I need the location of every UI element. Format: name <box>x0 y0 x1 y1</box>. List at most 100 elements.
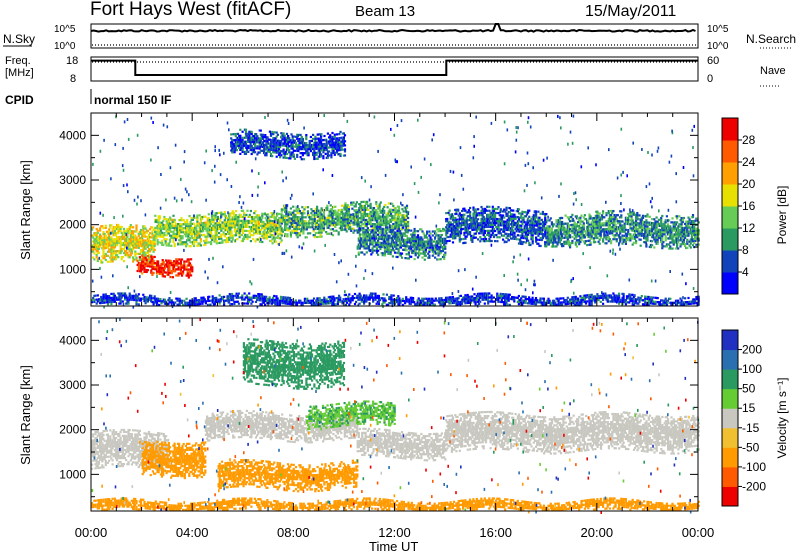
data-cell <box>153 240 156 243</box>
data-cell <box>548 235 551 238</box>
data-cell <box>105 238 108 241</box>
data-cell <box>497 206 500 209</box>
data-cell <box>178 262 181 265</box>
data-cell <box>598 234 601 237</box>
data-cell <box>163 232 166 235</box>
data-cell <box>314 207 317 210</box>
data-cell <box>163 275 166 278</box>
data-cell <box>660 218 663 222</box>
data-cell <box>149 232 152 235</box>
data-cell <box>463 213 466 216</box>
data-cell <box>555 241 558 244</box>
data-cell <box>475 224 478 227</box>
data-cell <box>106 260 110 263</box>
data-cell <box>342 218 345 221</box>
data-cell <box>571 213 574 216</box>
data-cell <box>390 225 393 228</box>
data-cell <box>459 226 463 229</box>
data-cell <box>198 224 201 227</box>
data-cell <box>516 222 519 225</box>
data-cell <box>466 211 469 214</box>
data-cell <box>129 224 132 227</box>
data-cell <box>674 227 678 230</box>
data-cell <box>569 246 572 249</box>
data-cell <box>92 240 95 243</box>
data-cell <box>205 229 208 232</box>
data-cell <box>316 235 319 239</box>
data-cell <box>639 220 642 223</box>
data-cell <box>606 222 609 225</box>
data-cell <box>418 250 421 253</box>
data-cell <box>436 242 439 245</box>
data-cell <box>544 215 547 218</box>
data-cell <box>248 215 251 218</box>
data-cell <box>578 218 581 222</box>
data-cell <box>482 227 485 231</box>
data-cell <box>165 238 168 241</box>
data-cell <box>378 203 381 206</box>
data-cell <box>538 224 541 227</box>
data-cell <box>635 233 638 237</box>
data-cell <box>334 209 337 212</box>
data-cell <box>380 241 383 245</box>
data-cell <box>404 222 407 225</box>
data-cell <box>311 226 314 229</box>
data-cell <box>266 213 270 216</box>
data-cell <box>162 219 165 222</box>
data-cell <box>246 233 249 237</box>
data-cell <box>214 236 217 239</box>
data-cell <box>391 229 394 232</box>
data-cell <box>117 250 120 253</box>
data-cell <box>536 230 539 233</box>
data-cell <box>245 229 248 232</box>
data-cell <box>522 241 525 244</box>
data-cell <box>569 244 572 247</box>
data-cell <box>230 222 233 225</box>
data-cell <box>441 249 445 253</box>
data-cell <box>159 225 163 228</box>
data-cell <box>598 228 601 231</box>
data-cell <box>594 228 597 232</box>
data-cell <box>587 227 590 230</box>
data-cell <box>221 221 224 224</box>
data-cell <box>520 226 523 229</box>
data-cell <box>680 219 683 222</box>
data-cell <box>361 233 364 236</box>
data-cell <box>680 229 683 232</box>
data-cell <box>633 231 637 234</box>
data-cell <box>181 241 184 244</box>
data-cell <box>619 210 622 213</box>
data-cell <box>228 232 231 235</box>
data-cell <box>470 220 473 224</box>
data-cell <box>567 218 571 221</box>
data-cell <box>373 245 376 248</box>
data-cell <box>481 207 484 211</box>
data-cell <box>561 220 564 224</box>
data-cell <box>230 240 233 243</box>
data-cell <box>130 236 133 239</box>
data-cell <box>230 224 233 227</box>
data-cell <box>636 230 639 233</box>
data-cell <box>94 244 97 247</box>
data-cell <box>621 234 624 237</box>
data-cell <box>469 212 472 216</box>
data-cell <box>187 237 190 240</box>
data-cell <box>169 226 172 229</box>
data-cell <box>598 220 601 223</box>
data-cell <box>497 230 500 233</box>
data-cell <box>512 213 515 216</box>
data-cell <box>363 206 366 209</box>
data-cell <box>458 218 461 221</box>
data-cell <box>298 232 302 235</box>
data-cell <box>477 208 480 211</box>
data-cell <box>195 232 198 235</box>
data-cell <box>290 211 294 214</box>
data-cell <box>451 223 455 226</box>
data-cell <box>195 238 198 241</box>
data-cell <box>362 216 365 220</box>
data-cell <box>505 208 508 211</box>
data-cell <box>326 218 329 221</box>
data-cell <box>182 270 185 273</box>
data-cell <box>362 235 365 238</box>
data-cell <box>270 221 273 225</box>
